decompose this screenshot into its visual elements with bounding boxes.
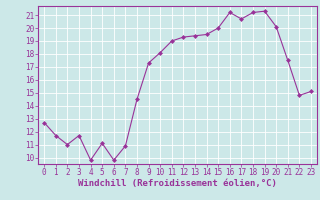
X-axis label: Windchill (Refroidissement éolien,°C): Windchill (Refroidissement éolien,°C) xyxy=(78,179,277,188)
